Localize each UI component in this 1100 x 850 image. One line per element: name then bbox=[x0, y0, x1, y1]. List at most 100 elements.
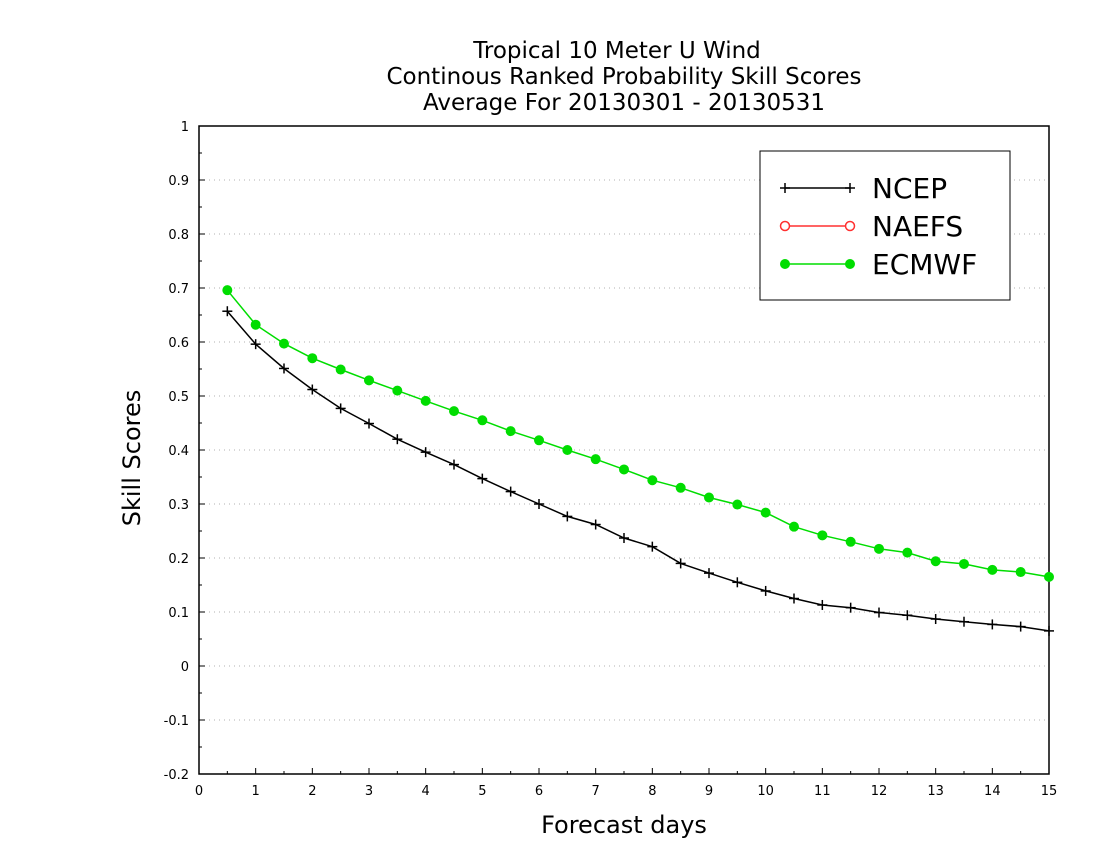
ncep-point-17 bbox=[704, 568, 714, 579]
ncep-point-21 bbox=[817, 599, 828, 610]
legend-marker-start-ecmwf bbox=[780, 259, 790, 269]
y-axis-label: Skill Scores bbox=[118, 390, 146, 527]
ncep-point-10 bbox=[505, 486, 516, 497]
y-tick-label-7: 0.5 bbox=[168, 390, 189, 405]
legend-marker-end-ncep bbox=[845, 183, 855, 193]
ncep-point-20 bbox=[789, 593, 799, 604]
x-tick-label-7: 7 bbox=[592, 784, 600, 799]
series-ecmwf bbox=[222, 285, 1054, 582]
y-tick-label-6: 0.4 bbox=[168, 444, 189, 459]
ecmwf-point-25 bbox=[930, 556, 941, 567]
ncep-point-25 bbox=[930, 614, 941, 625]
x-tick-label-3: 3 bbox=[365, 784, 373, 799]
ecmwf-point-20 bbox=[789, 521, 799, 532]
legend-label-naefs: NAEFS bbox=[872, 210, 963, 243]
y-tick-label-12: 1 bbox=[181, 120, 189, 135]
y-tick-label-9: 0.7 bbox=[168, 282, 189, 297]
legend-item-ncep: NCEP bbox=[780, 172, 947, 205]
ecmwf-point-13 bbox=[590, 454, 601, 465]
x-axis-ticks: 0 1 2 3 4 5 6 7 8 9 10 11 12 13 14 15 bbox=[195, 768, 1057, 799]
ecmwf-point-23 bbox=[874, 543, 884, 554]
ecmwf-point-21 bbox=[817, 530, 828, 541]
ncep-point-3 bbox=[307, 384, 318, 395]
x-tick-label-14: 14 bbox=[984, 784, 1001, 799]
ecmwf-point-16 bbox=[675, 482, 686, 493]
legend-marker-end-naefs bbox=[844, 220, 856, 232]
series-line-ecmwf bbox=[226, 289, 1050, 578]
x-tick-label-0: 0 bbox=[195, 784, 203, 799]
y-tick-label-2: 0 bbox=[181, 660, 189, 675]
legend-label-ecmwf: ECMWF bbox=[872, 248, 977, 281]
y-tick-label-8: 0.6 bbox=[168, 336, 189, 351]
ncep-point-0 bbox=[222, 306, 233, 317]
ecmwf-point-5 bbox=[364, 375, 374, 386]
ncep-point-7 bbox=[420, 447, 431, 458]
ecmwf-point-15 bbox=[647, 475, 658, 486]
ncep-point-4 bbox=[335, 403, 346, 414]
ncep-point-29 bbox=[1044, 625, 1054, 636]
y-tick-label-0: -0.2 bbox=[164, 768, 189, 783]
ncep-point-2 bbox=[279, 363, 289, 374]
ncep-point-27 bbox=[987, 619, 998, 630]
x-axis-label: Forecast days bbox=[541, 811, 707, 839]
x-tick-label-8: 8 bbox=[648, 784, 656, 799]
ecmwf-point-24 bbox=[902, 547, 913, 558]
ncep-point-24 bbox=[902, 610, 913, 621]
ecmwf-point-3 bbox=[307, 353, 318, 364]
ncep-point-8 bbox=[449, 459, 459, 470]
ecmwf-point-19 bbox=[760, 507, 771, 518]
x-tick-label-15: 15 bbox=[1041, 784, 1058, 799]
ncep-point-22 bbox=[845, 602, 856, 613]
ecmwf-point-6 bbox=[392, 385, 403, 396]
y-tick-label-5: 0.3 bbox=[168, 498, 189, 513]
legend-marker-end-ecmwf bbox=[845, 259, 855, 269]
x-tick-label-5: 5 bbox=[478, 784, 486, 799]
ecmwf-point-18 bbox=[732, 499, 743, 510]
y-tick-label-1: -0.1 bbox=[164, 714, 189, 729]
ncep-point-9 bbox=[477, 473, 488, 484]
x-tick-label-11: 11 bbox=[814, 784, 831, 799]
ecmwf-point-4 bbox=[335, 364, 346, 375]
ncep-point-14 bbox=[619, 533, 629, 544]
ncep-point-19 bbox=[760, 585, 771, 596]
ecmwf-point-27 bbox=[987, 564, 998, 575]
x-tick-label-9: 9 bbox=[705, 784, 713, 799]
x-tick-label-2: 2 bbox=[308, 784, 316, 799]
legend: NCEP NAEFS ECMWF bbox=[759, 150, 1011, 301]
legend-marker-start-ncep bbox=[780, 183, 790, 193]
ecmwf-point-0 bbox=[222, 285, 233, 296]
x-tick-label-6: 6 bbox=[535, 784, 543, 799]
x-tick-label-12: 12 bbox=[871, 784, 888, 799]
series-line-ncep bbox=[226, 310, 1050, 632]
ecmwf-point-22 bbox=[845, 536, 856, 547]
ecmwf-point-17 bbox=[704, 492, 714, 503]
ncep-point-18 bbox=[732, 577, 743, 588]
ecmwf-point-9 bbox=[477, 415, 488, 426]
legend-marker-start-naefs bbox=[779, 220, 791, 232]
title-line-1: Tropical 10 Meter U Wind bbox=[472, 38, 761, 64]
ecmwf-point-11 bbox=[534, 435, 544, 446]
ecmwf-point-7 bbox=[420, 395, 431, 406]
ncep-point-5 bbox=[364, 418, 374, 429]
x-tick-label-1: 1 bbox=[252, 784, 260, 799]
y-tick-label-11: 0.9 bbox=[168, 174, 189, 189]
title-line-3: Average For 20130301 - 20130531 bbox=[423, 90, 825, 116]
ncep-point-1 bbox=[250, 339, 261, 350]
y-tick-label-3: 0.1 bbox=[168, 606, 189, 621]
legend-label-ncep: NCEP bbox=[872, 172, 947, 205]
y-tick-label-10: 0.8 bbox=[168, 228, 189, 243]
y-tick-label-4: 0.2 bbox=[168, 552, 189, 567]
legend-item-naefs: NAEFS bbox=[779, 210, 963, 243]
series-ncep bbox=[222, 306, 1054, 636]
grid-lines bbox=[199, 179, 1049, 721]
series-layer bbox=[222, 285, 1054, 636]
ecmwf-point-1 bbox=[250, 319, 261, 330]
ecmwf-point-26 bbox=[959, 558, 969, 569]
ncep-point-16 bbox=[675, 558, 686, 569]
ecmwf-point-2 bbox=[279, 338, 289, 349]
y-axis-ticks: -0.2 -0.1 0 0.1 0.2 0.3 0.4 0.5 0.6 0.7 0.8 0.9 1 bbox=[164, 120, 205, 783]
ncep-point-6 bbox=[392, 434, 403, 445]
ncep-point-28 bbox=[1015, 621, 1026, 632]
x-tick-label-13: 13 bbox=[927, 784, 944, 799]
